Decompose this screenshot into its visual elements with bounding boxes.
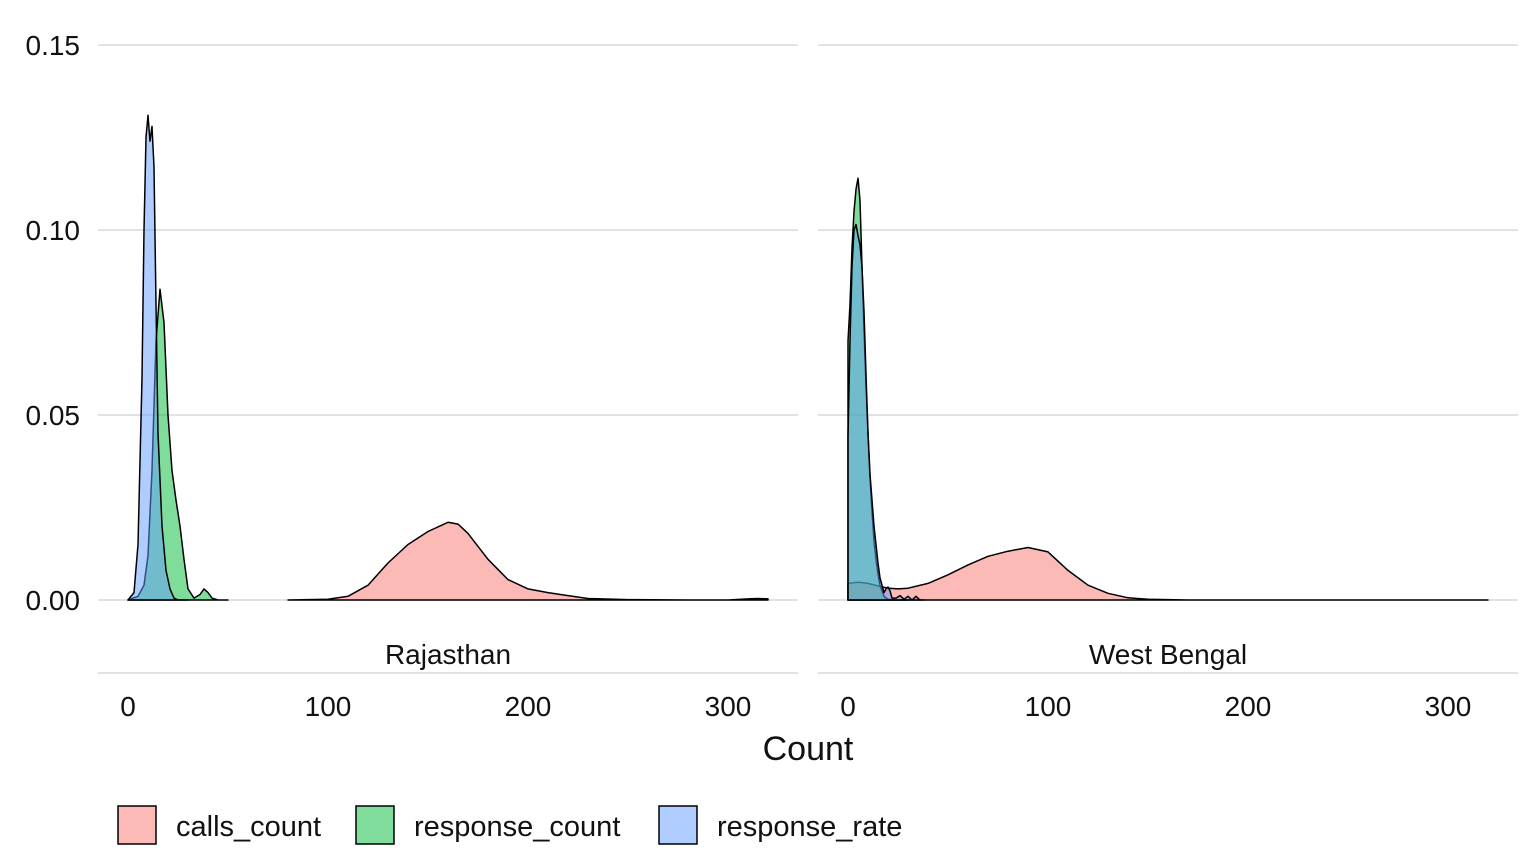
legend-key-response-count — [355, 805, 395, 845]
legend-key-response-rate — [658, 805, 698, 845]
facet-label: Rajasthan — [385, 639, 511, 670]
density-area-calls-count-rajasthan — [287, 521, 769, 601]
x-tick-label: 300 — [1425, 691, 1472, 722]
x-tick-label: 0 — [840, 691, 856, 722]
facet-label: West Bengal — [1089, 639, 1247, 670]
density-area-calls-count-west-bengal — [847, 546, 1489, 601]
y-tick-label: 0.10 — [26, 215, 81, 246]
legend: calls_count response_count response_rate — [117, 805, 902, 845]
x-tick-label: 100 — [1025, 691, 1072, 722]
x-tick-label: 300 — [705, 691, 752, 722]
x-axis-title: Count — [763, 730, 854, 768]
y-tick-label: 0.15 — [26, 30, 81, 61]
y-tick-label: 0.05 — [26, 400, 81, 431]
y-tick-label: 0.00 — [26, 585, 81, 616]
density-areas — [127, 114, 1489, 601]
x-tick-label: 200 — [505, 691, 552, 722]
legend-key-calls-count — [117, 805, 157, 845]
grid-layer — [98, 44, 1518, 601]
density-area-response-rate-west-bengal — [847, 223, 925, 601]
density-area-response-rate-rajasthan — [127, 114, 189, 601]
legend-label-response-rate: response_rate — [717, 811, 902, 843]
axes: 0.00 0.05 0.10 0.15 Rajasthan 0 100 200 300 West … — [26, 30, 1518, 722]
x-tick-label: 100 — [305, 691, 352, 722]
legend-label-calls-count: calls_count — [176, 811, 321, 843]
x-tick-label: 0 — [120, 691, 136, 722]
legend-label-response-count: response_count — [414, 811, 620, 843]
x-tick-label: 200 — [1225, 691, 1272, 722]
